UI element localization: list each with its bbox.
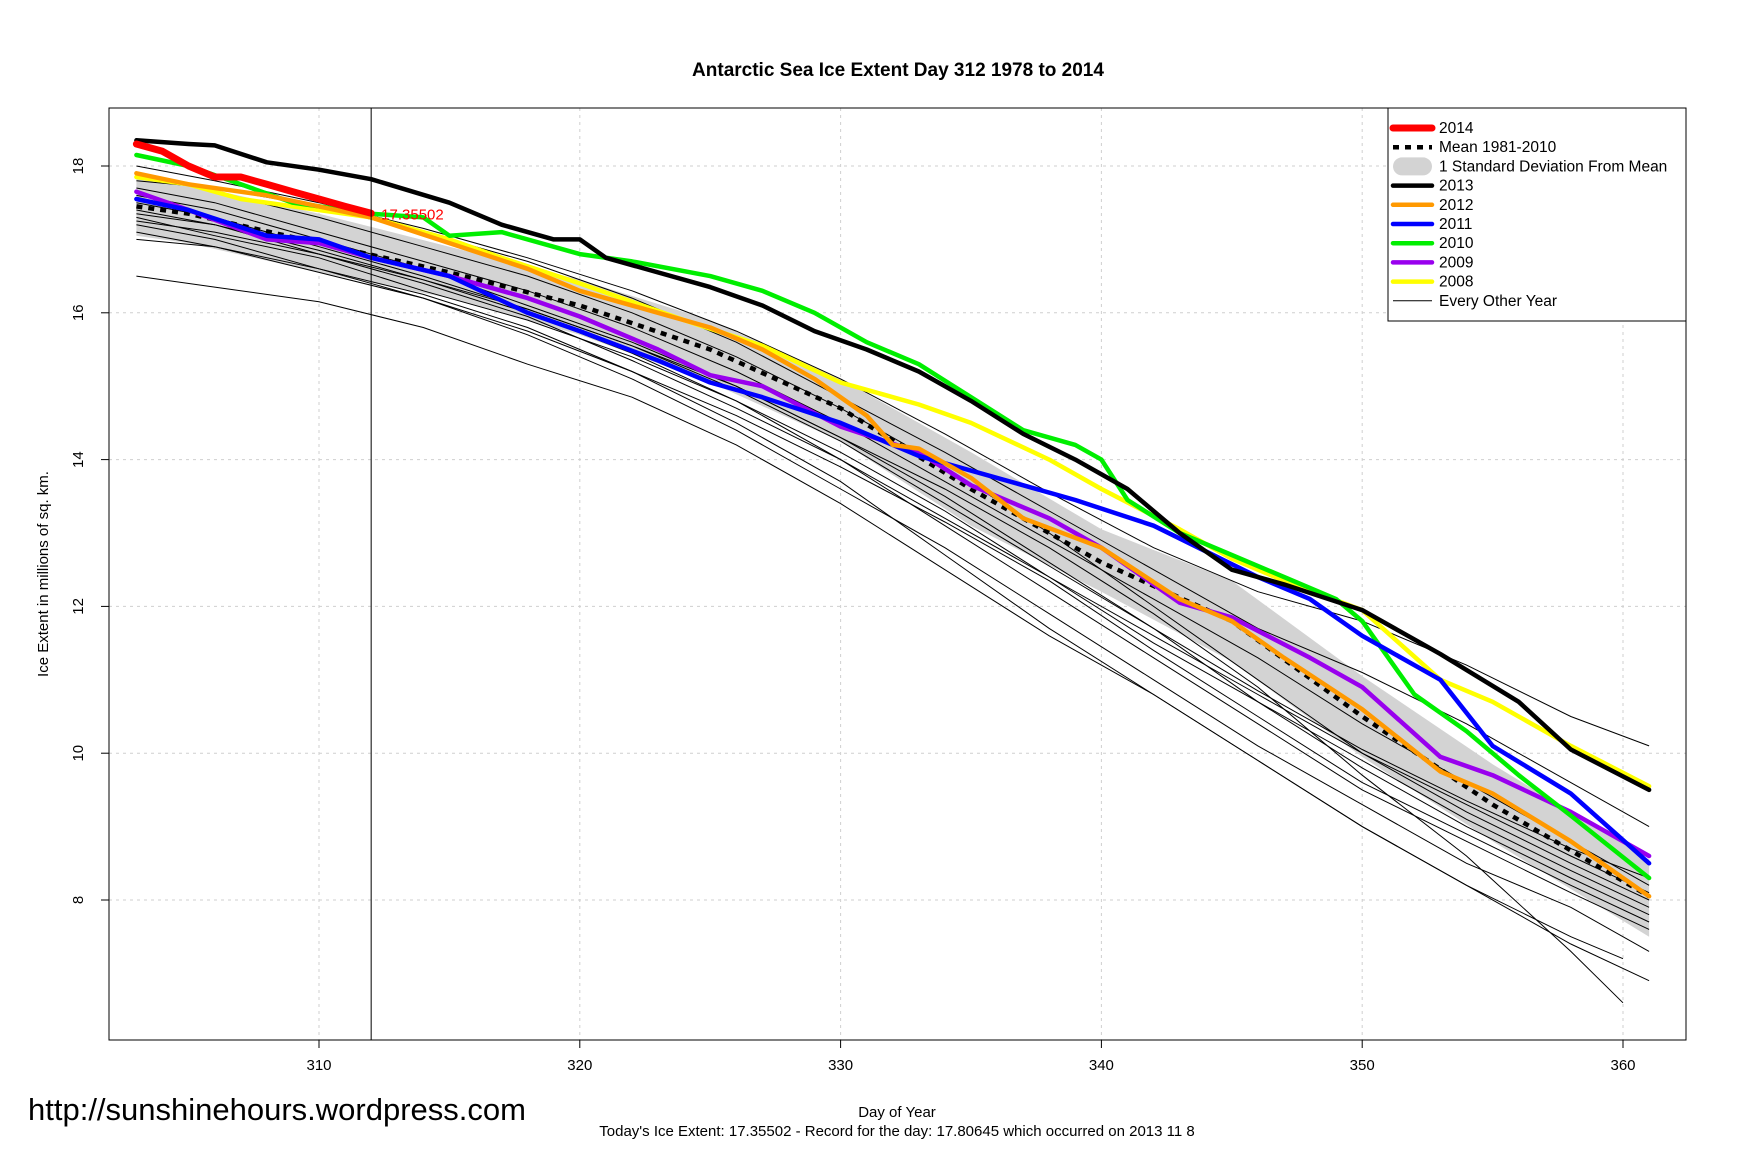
current-day-marker-layer: 17.35502 <box>370 108 444 1040</box>
legend-label: 2012 <box>1439 197 1473 214</box>
x-tick-label: 330 <box>828 1057 853 1074</box>
legend-label: 1 Standard Deviation From Mean <box>1439 158 1667 175</box>
y-tick-label: 8 <box>70 896 87 904</box>
series-line-2012 <box>134 171 1652 899</box>
legend-label: Mean 1981-2010 <box>1439 139 1557 156</box>
legend-label: 2014 <box>1439 120 1474 137</box>
current-value-label: 17.35502 <box>381 206 444 223</box>
mean-layer <box>136 204 1651 899</box>
std-band-layer <box>136 177 1650 937</box>
legend-label: 2011 <box>1439 216 1472 233</box>
y-axis-label: Ice Extent in millions of sq. km. <box>35 471 52 677</box>
legend-label: Every Other Year <box>1439 293 1557 310</box>
legend-box <box>1387 107 1687 322</box>
y-tick-label: 18 <box>70 158 87 175</box>
footer-note: Today's Ice Extent: 17.35502 - Record fo… <box>599 1123 1194 1140</box>
legend-swatch-band <box>1393 157 1432 176</box>
x-axis-label: Day of Year <box>858 1104 936 1121</box>
x-tick-label: 360 <box>1610 1057 1635 1074</box>
x-tick-label: 340 <box>1089 1057 1114 1074</box>
legend-label: 2013 <box>1439 178 1473 195</box>
legend: 2014 Mean 1981-2010 1 Standard Deviation F… <box>1387 107 1687 322</box>
chart-title: Antarctic Sea Ice Extent Day 312 1978 to… <box>692 60 1104 81</box>
plot-frame <box>108 107 1687 1041</box>
y-tick-label: 16 <box>70 304 87 321</box>
std-deviation-band <box>136 177 1650 937</box>
series-line-2011 <box>134 196 1652 866</box>
legend-label: 2010 <box>1439 235 1474 252</box>
axes: 310 320 330 340 350 360 8 10 12 14 16 18 <box>70 158 1636 1074</box>
x-tick-label: 310 <box>306 1057 331 1074</box>
x-tick-label: 350 <box>1350 1057 1375 1074</box>
source-url: http://sunshinehours.wordpress.com <box>28 1092 526 1127</box>
x-tick-label: 320 <box>567 1057 592 1074</box>
legend-label: 2008 <box>1439 274 1473 291</box>
y-tick-label: 12 <box>70 598 87 615</box>
y-tick-label: 10 <box>70 745 87 762</box>
series-line-2014 <box>132 140 375 217</box>
mean-line <box>136 204 1651 899</box>
series-line-2013 <box>134 138 1652 793</box>
legend-label: 2009 <box>1439 254 1473 271</box>
y-tick-label: 14 <box>70 451 87 468</box>
